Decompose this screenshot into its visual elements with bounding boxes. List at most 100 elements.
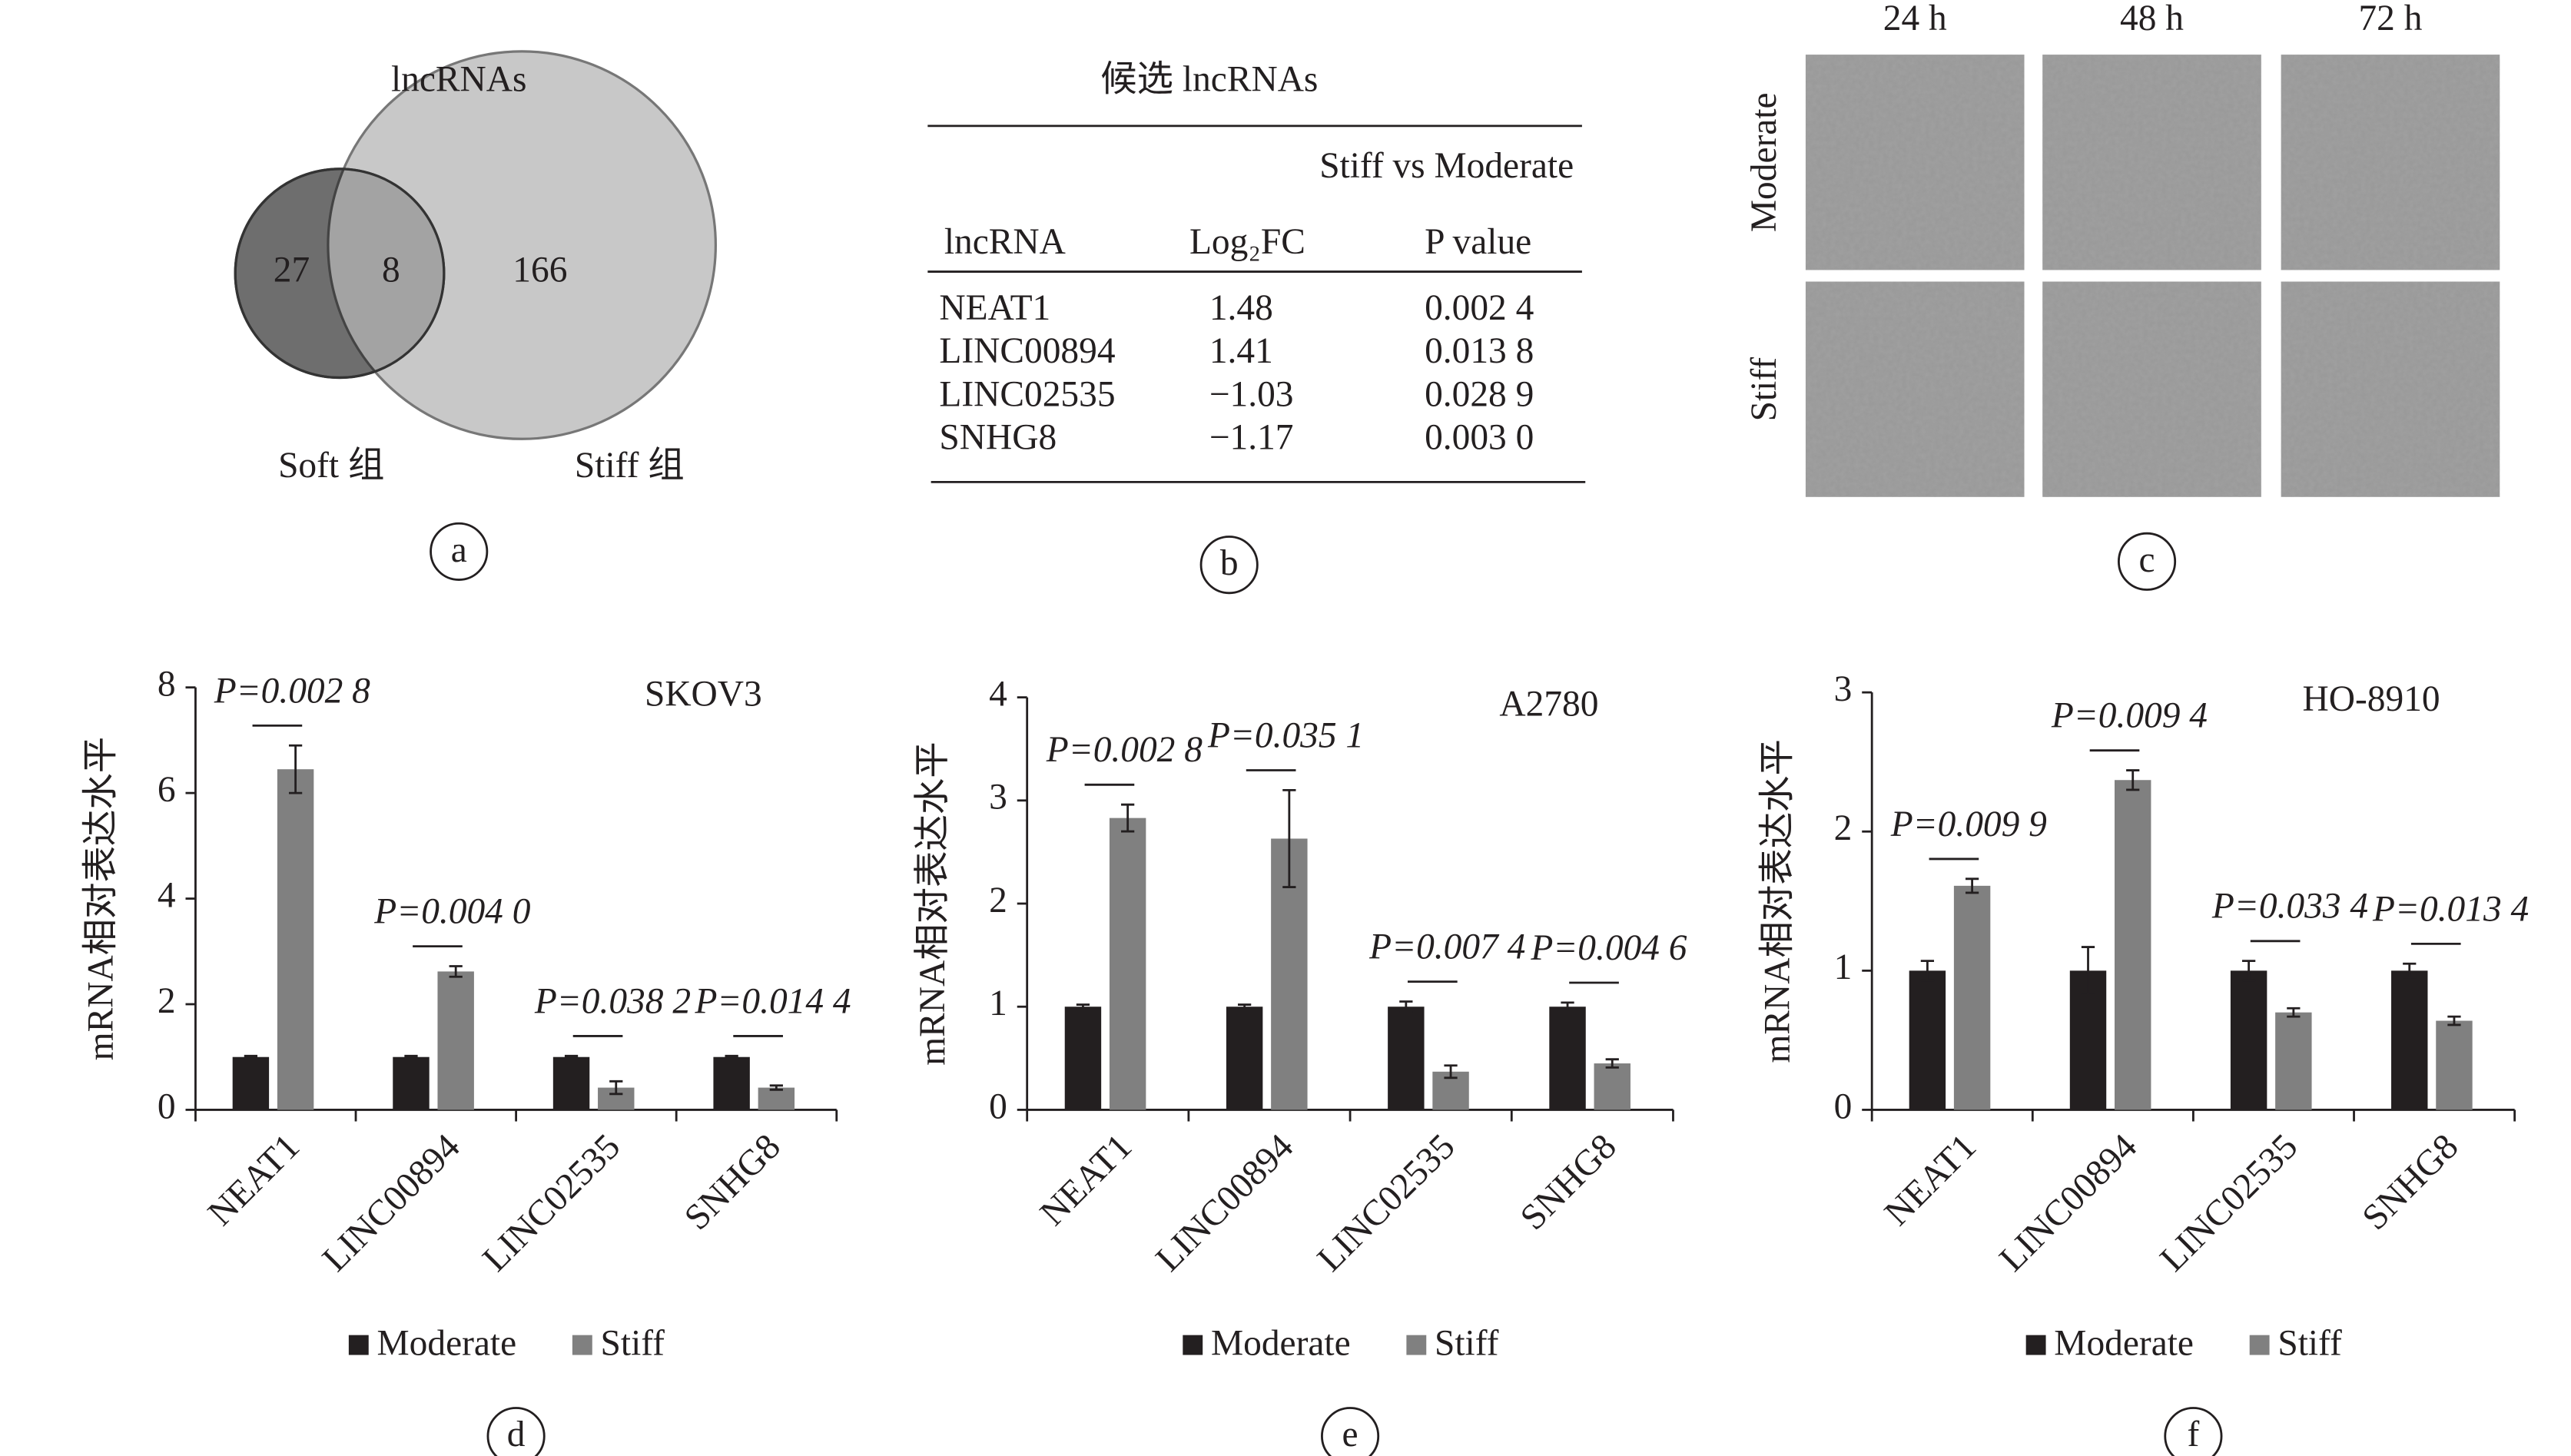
x-tick-label: LINC02535 xyxy=(2153,1126,2306,1279)
x-tick-label: SNHG8 xyxy=(677,1126,788,1238)
y-tick-label: 2 xyxy=(158,981,176,1021)
legend-swatch xyxy=(1183,1335,1203,1355)
error-bar xyxy=(725,1054,738,1060)
p-value: P=0.013 4 xyxy=(2372,889,2529,929)
table-cell: −1.03 xyxy=(1209,374,1294,414)
legend-label: Stiff xyxy=(601,1324,665,1364)
bar xyxy=(232,1056,270,1110)
legend-label: Stiff xyxy=(1435,1324,1499,1364)
panel-letter: e xyxy=(1342,1415,1358,1454)
x-tick-label: LINC02535 xyxy=(475,1126,628,1279)
venn-title: lncRNAs xyxy=(391,60,526,100)
table-cell: −1.17 xyxy=(1209,417,1294,457)
p-value: P=0.038 2 xyxy=(534,981,691,1021)
y-tick-label: 1 xyxy=(1834,947,1853,987)
panel-letter: b xyxy=(1220,543,1239,583)
bar xyxy=(1064,1007,1102,1110)
table-cell: 0.013 8 xyxy=(1425,331,1534,371)
error-bar xyxy=(2287,1007,2301,1018)
micrograph-texture xyxy=(2042,55,2261,270)
y-tick-label: 8 xyxy=(158,665,176,705)
panel-circle xyxy=(2164,1407,2223,1456)
panel-letter: d xyxy=(507,1415,526,1454)
error-bar xyxy=(449,965,463,978)
error-bar xyxy=(1399,1000,1413,1013)
error-bar xyxy=(288,744,303,794)
legend-label: Stiff xyxy=(2277,1324,2342,1364)
error-bar xyxy=(1076,1003,1090,1010)
error-bar xyxy=(1605,1058,1619,1069)
table-cell: 0.028 9 xyxy=(1425,374,1534,414)
panel-letter: f xyxy=(2188,1415,2200,1454)
group-header: Stiff vs Moderate xyxy=(1319,146,1574,186)
x-tick-label: LINC00894 xyxy=(1992,1126,2145,1279)
legend-swatch xyxy=(1406,1335,1427,1355)
y-tick-label: 2 xyxy=(1834,808,1853,848)
y-tick-label: 2 xyxy=(989,881,1007,920)
bar xyxy=(2436,1020,2473,1110)
error-bar xyxy=(404,1054,418,1060)
y-tick-label: 0 xyxy=(989,1086,1007,1126)
micrograph-texture xyxy=(1805,281,2025,497)
x-tick-label: NEAT1 xyxy=(201,1126,307,1233)
y-tick-label: 0 xyxy=(158,1086,176,1126)
x-tick-label: NEAT1 xyxy=(1877,1126,1984,1233)
soft-label: Soft 组 xyxy=(278,446,384,486)
table-cell: LINC02535 xyxy=(939,374,1115,414)
table-title: 候选 lncRNAs xyxy=(1100,60,1318,100)
error-bar xyxy=(564,1054,579,1060)
p-value: P=0.009 4 xyxy=(2051,696,2208,736)
error-bar xyxy=(609,1080,623,1096)
column-label: 72 h xyxy=(2358,0,2422,38)
table-cell: NEAT1 xyxy=(939,288,1050,328)
stiff-count: 166 xyxy=(513,250,567,290)
bar xyxy=(1388,1007,1425,1110)
p-value: P=0.035 1 xyxy=(1207,715,1364,755)
legend-swatch xyxy=(572,1335,592,1355)
p-value: P=0.009 9 xyxy=(1890,804,2047,844)
y-tick-label: 3 xyxy=(989,778,1007,818)
panel-letter: a xyxy=(451,530,467,570)
bar xyxy=(1226,1007,1263,1110)
chart-title: SKOV3 xyxy=(645,674,762,714)
y-tick-label: 0 xyxy=(1834,1086,1853,1126)
bar xyxy=(1953,885,1991,1110)
panel-letter: c xyxy=(2139,540,2155,580)
panel-circle xyxy=(2117,532,2177,591)
legend-label: Moderate xyxy=(377,1324,517,1364)
y-axis-label: mRNA相对表达水平 xyxy=(81,737,121,1060)
table-cell: SNHG8 xyxy=(939,417,1057,457)
x-tick-label: NEAT1 xyxy=(1033,1126,1140,1233)
error-bar xyxy=(1965,877,1979,894)
error-bar xyxy=(1121,803,1135,833)
y-axis-label: mRNA相对表达水平 xyxy=(1757,739,1797,1063)
micrograph-texture xyxy=(2281,55,2500,270)
column-label: 24 h xyxy=(1883,0,1947,38)
y-tick-label: 1 xyxy=(989,983,1007,1023)
p-value: P=0.007 4 xyxy=(1368,927,1525,967)
micrograph-texture xyxy=(1805,55,2025,270)
bar xyxy=(1909,970,1946,1110)
error-bar xyxy=(1282,788,1296,888)
x-tick-label: SNHG8 xyxy=(1513,1126,1624,1238)
soft-count: 27 xyxy=(274,250,310,290)
col-header: lncRNA xyxy=(944,222,1066,262)
bar xyxy=(2275,1012,2312,1110)
stiff-label: Stiff 组 xyxy=(575,446,685,486)
error-bar xyxy=(769,1084,783,1091)
bar xyxy=(1549,1007,1586,1110)
error-bar xyxy=(1920,960,1935,982)
p-value: P=0.002 8 xyxy=(1046,730,1203,770)
bar xyxy=(2391,970,2428,1110)
bar xyxy=(758,1087,795,1110)
bar xyxy=(2115,780,2151,1110)
x-tick-label: SNHG8 xyxy=(2355,1126,2467,1238)
legend-swatch xyxy=(2249,1335,2270,1355)
table-cell: LINC00894 xyxy=(939,331,1115,371)
p-value: P=0.033 4 xyxy=(2211,887,2368,927)
error-bar xyxy=(1238,1003,1252,1010)
y-tick-label: 4 xyxy=(989,674,1007,714)
panel-circle xyxy=(430,522,489,581)
micrographs: 24 h 48 h 72 h Moderate Stiff xyxy=(1744,0,2500,497)
